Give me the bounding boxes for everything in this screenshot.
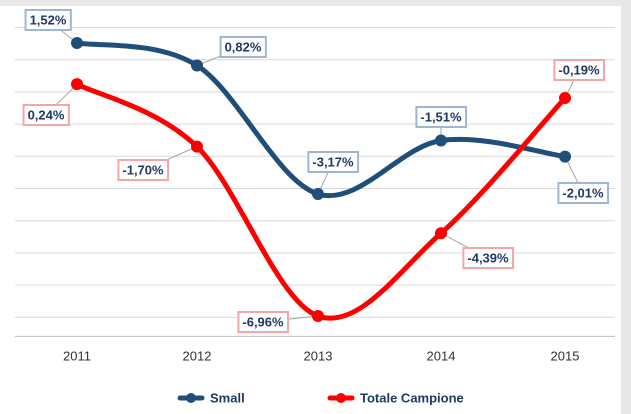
x-tick-label: 2011 [63,348,91,363]
data-label: -1,51% [420,109,462,124]
legend-marker [186,393,196,403]
point [191,140,203,153]
point [559,150,571,163]
data-label-box [415,106,468,128]
data-label-box [219,36,267,58]
legend-label: Small [210,390,245,405]
data-label-box [237,311,290,333]
data-label-box [462,247,515,269]
legend-marker [336,393,346,403]
point [312,310,324,323]
legend-label: Totale Campione [360,390,464,405]
data-label: -0,19% [558,62,600,77]
data-label: 0,24% [28,107,65,122]
point [312,187,324,200]
data-label-box [553,59,606,81]
x-tick-label: 2014 [427,348,456,363]
data-label-box [22,104,70,126]
data-label: -1,70% [122,162,164,177]
data-label: 1,52% [30,12,67,27]
point [191,59,203,72]
data-label: -3,17% [312,154,354,169]
x-tick-label: 2013 [304,348,333,363]
data-label-box [117,159,170,181]
point [71,78,83,91]
data-label-box [24,9,72,31]
frame-top [0,0,631,6]
data-label: 0,82% [225,39,262,54]
point [71,36,83,49]
x-tick-label: 2012 [183,348,212,363]
point [435,227,447,240]
frame-edge [621,0,631,414]
data-label-box [557,182,610,204]
data-label: -6,96% [242,314,284,329]
x-tick-label: 2015 [551,348,580,363]
data-label: -4,39% [467,250,509,265]
data-label-box [307,151,360,173]
point [435,134,447,147]
data-label: -2,01% [562,185,604,200]
point [559,92,571,105]
